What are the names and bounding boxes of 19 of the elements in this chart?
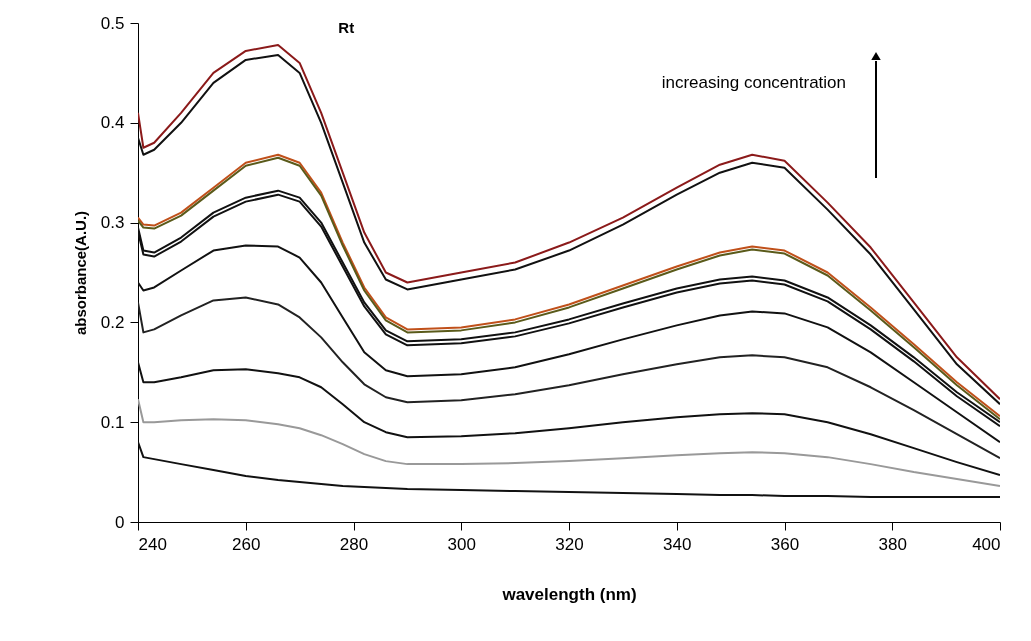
x-tick-label: 340	[663, 534, 692, 554]
x-tick-label: 320	[555, 534, 584, 554]
x-tick-label: 260	[232, 534, 261, 554]
x-tick-label: 400	[972, 534, 1001, 554]
x-tick-label: 300	[447, 534, 476, 554]
x-axis-title: wavelength (nm)	[501, 584, 637, 604]
y-tick-label: 0.3	[100, 213, 125, 233]
y-tick-label: 0	[115, 512, 125, 532]
y-tick-label: 0.1	[100, 412, 125, 432]
y-tick-label: 0.5	[100, 13, 125, 33]
x-tick-label: 380	[878, 534, 907, 554]
x-tick-label: 280	[339, 534, 369, 554]
y-tick-label: 0.4	[100, 113, 125, 133]
chart-title: Rt	[338, 19, 355, 36]
y-axis-title: absorbance(A.U.)	[71, 210, 89, 336]
x-tick-label: 240	[138, 534, 167, 554]
annotation: increasing concentration	[661, 73, 846, 92]
x-tick-label: 360	[770, 534, 800, 554]
y-tick-label: 0.2	[100, 312, 125, 332]
